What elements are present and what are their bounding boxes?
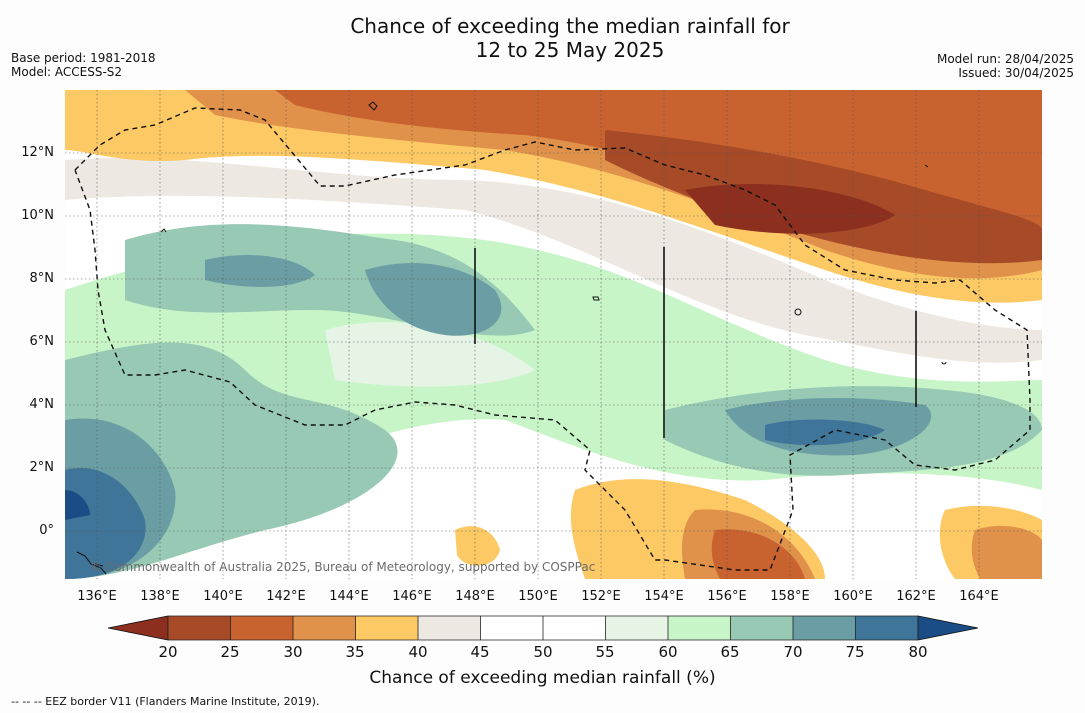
band-over-80 [65,490,90,520]
colorbar-segment-3 [355,616,418,640]
colorbar-under-arrow [107,615,169,641]
island-mark-6 [924,164,947,365]
colorbar-tick-50: 50 [533,643,553,661]
colorbar-segment-11 [855,616,918,640]
island-mark-2 [592,296,600,301]
lat-label-12n: 12°N [21,145,54,160]
colorbar-tick-65: 65 [720,643,740,661]
band-35-40-blob [455,526,500,566]
lon-label-140e: 140°E [203,589,243,604]
chart-title: Chance of exceeding the median rainfall … [0,14,1085,62]
lon-label-162e: 162°E [896,589,936,604]
island-mark-1 [368,101,378,111]
lon-label-160e: 160°E [833,589,873,604]
lat-label-10n: 10°N [21,208,54,223]
island-mark-5 [76,551,107,575]
band-40-45 [65,157,1042,363]
island-mark-3 [794,308,802,316]
base-period-text: Base period: 1981-2018 [11,51,156,65]
colorbar-over-arrow [917,615,979,641]
meta-left: Base period: 1981-2018 Model: ACCESS-S2 [11,51,156,79]
colorbar-tick-35: 35 [345,643,365,661]
colorbar-tick-75: 75 [845,643,865,661]
colorbar-segment-8 [668,616,731,640]
meta-right: Model run: 28/04/2025 Issued: 30/04/2025 [937,52,1074,80]
lat-label-8n: 8°N [29,271,55,286]
lat-label-0: 0° [39,523,54,538]
rainfall-map [65,90,1042,579]
lon-label-146e: 146°E [392,589,432,604]
colorbar-tick-40: 40 [408,643,428,661]
map-canvas [65,90,1042,579]
eez-footnote: -- -- -- EEZ border V11 (Flanders Marine… [11,695,320,708]
lon-label-148e: 148°E [455,589,495,604]
issued-text: Issued: 30/04/2025 [958,66,1074,80]
islands [76,101,947,575]
lon-label-150e: 150°E [518,589,558,604]
colorbar [107,615,979,641]
lon-label-142e: 142°E [266,589,306,604]
map-credit: © Commonwealth of Australia 2025, Bureau… [90,560,596,574]
lat-label-6n: 6°N [29,334,55,349]
lat-label-4n: 4°N [29,397,55,412]
band-30-35-se [971,525,1042,579]
colorbar-tick-55: 55 [595,643,615,661]
band-75-80 [65,468,146,579]
band-75-80-b [765,419,885,446]
colorbar-segment-1 [230,616,293,640]
colorbar-tick-80: 80 [908,643,928,661]
colorbar-segment-2 [293,616,356,640]
colorbar-segment-7 [605,616,668,640]
colorbar-tick-60: 60 [658,643,678,661]
gridlines [65,90,1042,579]
model-run-text: Model run: 28/04/2025 [936,52,1074,66]
lon-label-136e: 136°E [77,589,117,604]
lon-label-158e: 158°E [770,589,810,604]
band-under-20 [685,184,895,234]
boundary-lines [474,247,917,438]
colorbar-segment-10 [793,616,856,640]
eez-border [74,107,1031,571]
band-55-60 [325,322,535,387]
island-mark-4 [160,228,167,233]
band-70-75 [365,262,502,336]
colorbar-tick-20: 20 [158,643,178,661]
chart-title-line2: 12 to 25 May 2025 [475,38,665,62]
lon-label-144e: 144°E [329,589,369,604]
colorbar-segment-6 [543,616,606,640]
lon-label-154e: 154°E [644,589,684,604]
colorbar-segment-9 [730,616,793,640]
lon-label-164e: 164°E [959,589,999,604]
colorbar-segment-0 [168,616,231,640]
lat-label-2n: 2°N [29,460,55,475]
colorbar-tick-25: 25 [220,643,240,661]
band-25-30-south [711,529,805,579]
colorbar-title: Chance of exceeding median rainfall (%) [369,668,716,688]
colorbar-segment-5 [480,616,543,640]
lon-label-152e: 152°E [581,589,621,604]
lon-label-138e: 138°E [140,589,180,604]
colorbar-tick-30: 30 [283,643,303,661]
chart-title-line1: Chance of exceeding the median rainfall … [350,14,790,38]
colorbar-tick-45: 45 [470,643,490,661]
colorbar-dividers [167,615,919,641]
model-text: Model: ACCESS-S2 [11,65,123,79]
colorbar-segment-4 [418,616,481,640]
lon-label-156e: 156°E [707,589,747,604]
colorbar-tick-70: 70 [783,643,803,661]
band-70-75-d [205,255,315,287]
